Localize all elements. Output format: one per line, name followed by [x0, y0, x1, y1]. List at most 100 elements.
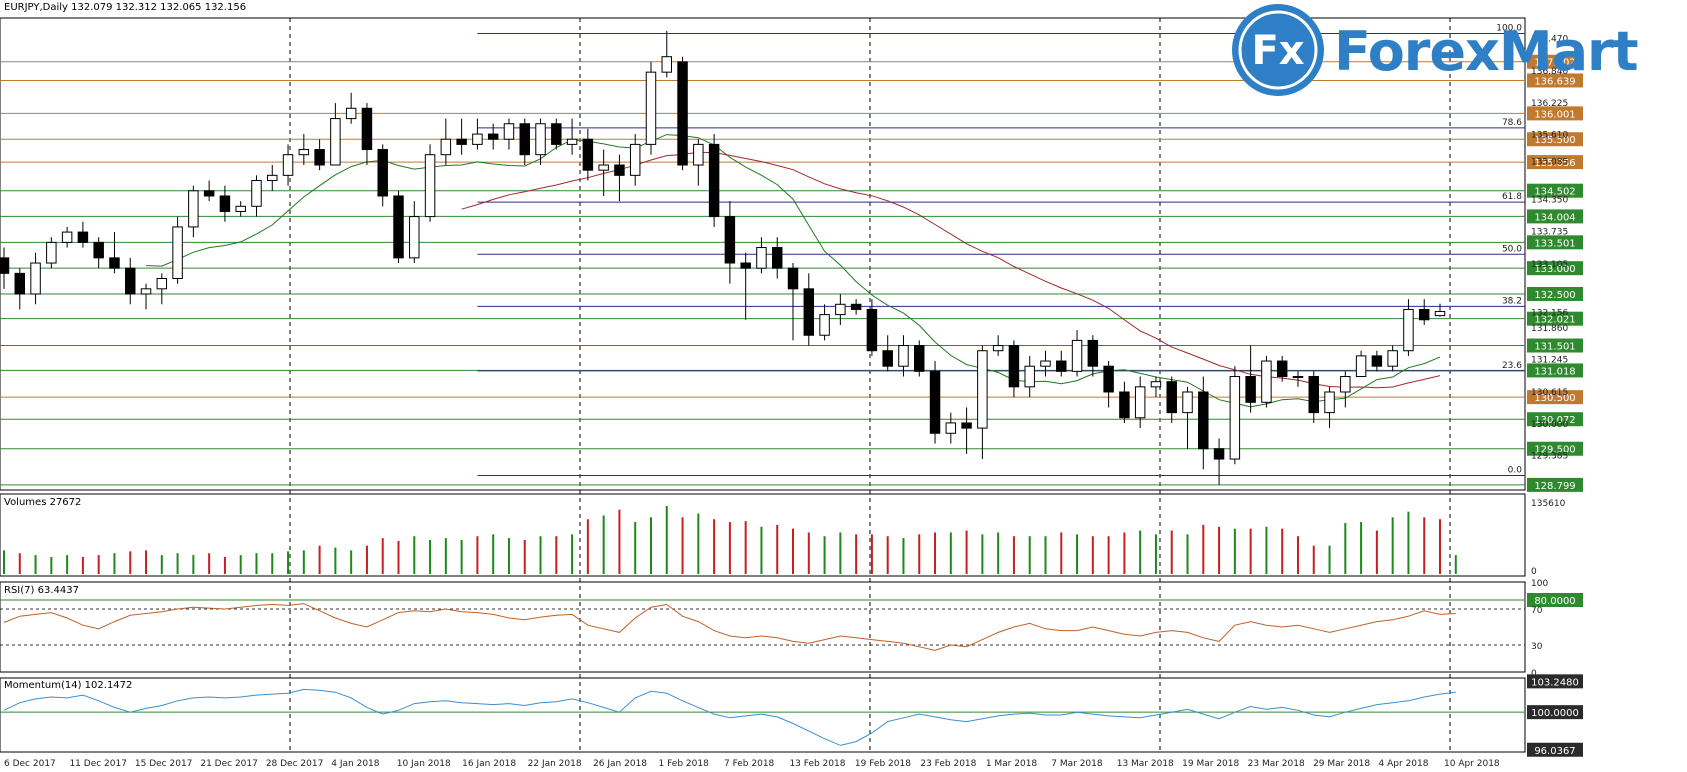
y-tick-label: 133.735	[1531, 227, 1568, 237]
x-tick-label: 21 Dec 2017	[200, 759, 258, 769]
level-price-box	[1527, 54, 1583, 69]
candle-body	[945, 422, 957, 434]
level-price-box	[1527, 286, 1583, 301]
candle-body	[1340, 376, 1351, 393]
candle-body	[1245, 376, 1256, 403]
candle-body	[1418, 308, 1430, 321]
candle-body	[1371, 355, 1383, 367]
y-tick-label: 136.840	[1531, 67, 1568, 77]
candle-body	[1308, 376, 1319, 414]
candle-body	[1103, 365, 1114, 393]
rsi-title: RSI(7) 63.4437	[4, 585, 79, 596]
level-price-box	[1527, 311, 1583, 326]
candle-body	[614, 164, 625, 176]
volume-max-label: 135610	[1531, 499, 1566, 509]
candle-body	[109, 257, 120, 269]
x-tick-label: 19 Feb 2018	[855, 759, 911, 769]
candle-body	[487, 133, 499, 140]
level-price-label: 129.500	[1534, 445, 1575, 456]
candle-body	[756, 247, 767, 269]
rsi-tick-label: 100	[1531, 579, 1548, 589]
main-price-panel: 137.002 136.639 136.001 135.500 135.056 134.5…	[0, 17, 1583, 753]
candle-body	[1261, 360, 1272, 403]
level-price-box	[1527, 155, 1583, 170]
y-tick-label: 137.470	[1531, 35, 1568, 45]
forexmart-logo: Fx ForexMart	[1230, 2, 1660, 98]
level-price-box	[1527, 235, 1583, 250]
candle-body	[1229, 376, 1241, 460]
fibonacci-level-label: 61.8	[1502, 192, 1522, 202]
candle-body	[251, 179, 262, 207]
candle-body	[472, 133, 483, 145]
candle-body	[61, 231, 73, 243]
level-price-box	[1527, 338, 1583, 353]
candle-body	[598, 164, 609, 171]
candle-body	[156, 278, 168, 290]
candle-body	[440, 138, 452, 156]
x-tick-label: 6 Dec 2017	[4, 759, 56, 769]
candle-body	[345, 107, 357, 120]
volumes-title: Volumes 27672	[4, 497, 82, 508]
candle-body	[551, 123, 562, 145]
ma-mid-line	[461, 151, 1441, 389]
candle-body	[456, 138, 467, 145]
x-tick-label: 22 Jan 2018	[528, 759, 582, 769]
candle-body	[850, 303, 862, 310]
candle-body	[0, 257, 10, 274]
y-tick-label: 129.385	[1531, 452, 1568, 462]
candle-body	[866, 308, 878, 352]
candle-body	[267, 174, 278, 181]
candle-body	[724, 216, 736, 264]
candle-body	[77, 231, 89, 243]
momentum-line	[3, 688, 1456, 746]
level-price-box	[1527, 390, 1583, 405]
candle-body	[330, 118, 341, 166]
momentum-level-box	[1527, 705, 1583, 720]
x-tick-label: 4 Jan 2018	[331, 759, 379, 769]
y-tick-label: 130.000	[1531, 420, 1568, 430]
logo-wordmark: ForexMart	[1334, 20, 1639, 83]
level-price-label: 137.002	[1534, 58, 1575, 69]
candle-body	[1387, 350, 1398, 367]
candle-body	[282, 154, 294, 176]
fx-badge-text: Fx	[1251, 28, 1304, 74]
level-price-label: 134.004	[1534, 212, 1575, 223]
candle-body	[740, 262, 751, 269]
candle-body	[819, 314, 830, 336]
rsi-tick-label: 70	[1531, 606, 1543, 616]
candle-body	[203, 190, 215, 197]
panel-frame	[0, 493, 1526, 577]
candle-body	[14, 272, 26, 295]
x-tick-label: 7 Feb 2018	[724, 759, 775, 769]
candle-body	[1213, 448, 1225, 460]
candle-body	[1134, 386, 1146, 419]
candle-body	[1008, 345, 1020, 388]
candle-body	[424, 154, 436, 218]
candle-body	[503, 123, 515, 140]
candle-body	[314, 149, 325, 166]
candle-body	[898, 345, 909, 367]
level-price-box	[1527, 441, 1583, 456]
level-price-box	[1527, 261, 1583, 276]
fibonacci-level-label: 78.6	[1502, 118, 1522, 128]
level-price-box	[1527, 73, 1583, 88]
x-tick-label: 23 Mar 2018	[1248, 759, 1305, 769]
rsi-80-label: 80.0000	[1534, 596, 1575, 607]
candle-body	[693, 143, 704, 166]
level-price-label: 135.500	[1534, 135, 1575, 146]
candle-body	[188, 190, 199, 228]
candle-body	[1119, 391, 1130, 419]
candle-body	[771, 247, 783, 269]
level-price-label: 134.502	[1534, 187, 1575, 198]
candle-body	[1040, 360, 1051, 367]
level-price-label: 131.018	[1534, 366, 1575, 377]
level-price-box	[1527, 209, 1583, 224]
level-price-box	[1527, 132, 1583, 147]
level-price-label: 135.056	[1534, 158, 1575, 169]
fibonacci-level-label: 38.2	[1502, 296, 1522, 306]
y-tick-label: 131.860	[1531, 324, 1568, 334]
y-tick-label: 133.105	[1531, 260, 1568, 270]
rsi-tick-label: 30	[1531, 642, 1543, 652]
fibonacci-level-label: 0.0	[1508, 466, 1523, 476]
